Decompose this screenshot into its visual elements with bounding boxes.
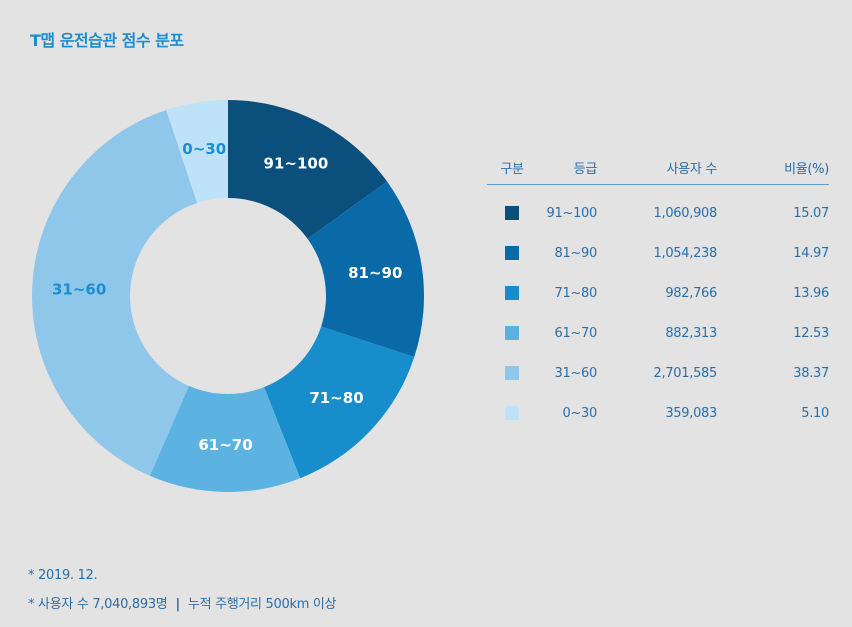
header-category: 구분 <box>487 150 537 185</box>
legend-ratio: 38.37 <box>793 365 829 381</box>
legend-swatch <box>505 406 519 420</box>
footnote-users-total: * 사용자 수 7,040,893명 <box>28 597 168 612</box>
legend-swatch <box>505 326 519 340</box>
donut-label-91-100: 91~100 <box>264 154 329 172</box>
legend-row: 91~100 1,060,908 15.07 <box>487 193 829 233</box>
legend-swatch <box>505 246 519 260</box>
header-users: 사용자 수 <box>597 150 717 185</box>
legend-ratio: 5.10 <box>801 405 829 421</box>
donut-label-0-30: 0~30 <box>182 140 226 158</box>
donut-label-61-70: 61~70 <box>198 436 252 454</box>
donut-chart: 91~100 81~90 71~80 61~70 31~60 0~30 <box>31 100 425 492</box>
legend-grade: 0~30 <box>562 405 597 421</box>
footnote-separator: | <box>175 597 180 612</box>
donut-slice-81-90 <box>307 181 425 358</box>
legend-users: 982,766 <box>665 285 717 301</box>
legend-row: 0~30 359,083 5.10 <box>487 393 829 433</box>
donut-label-31-60: 31~60 <box>52 280 106 298</box>
legend-table: 구분 등급 사용자 수 비율(%) 91~100 1,060,908 15.07 81… <box>487 150 829 433</box>
legend-users: 882,313 <box>665 325 717 341</box>
donut-label-71-80: 71~80 <box>309 389 363 407</box>
legend-grade: 31~60 <box>554 365 598 381</box>
legend-header-row: 구분 등급 사용자 수 비율(%) <box>487 150 829 185</box>
legend-row: 31~60 2,701,585 38.37 <box>487 353 829 393</box>
legend-body: 91~100 1,060,908 15.07 81~90 1,054,238 14.97 7… <box>487 185 829 434</box>
legend-row: 71~80 982,766 13.96 <box>487 273 829 313</box>
chart-title: T맵 운전습관 점수 분포 <box>30 31 184 50</box>
legend-row: 81~90 1,054,238 14.97 <box>487 233 829 273</box>
legend-users: 359,083 <box>665 405 717 421</box>
legend-grade: 91~100 <box>546 205 598 221</box>
donut-slices <box>31 100 425 492</box>
legend-row: 61~70 882,313 12.53 <box>487 313 829 353</box>
footnote-users: * 사용자 수 7,040,893명 | 누적 주행거리 500km 이상 <box>28 593 337 612</box>
legend-ratio: 13.96 <box>793 285 829 301</box>
legend-ratio: 14.97 <box>793 245 829 261</box>
footnote-criteria: 누적 주행거리 500km 이상 <box>187 597 337 612</box>
donut-labels: 91~100 81~90 71~80 61~70 31~60 0~30 <box>52 140 402 454</box>
legend-swatch <box>505 206 519 220</box>
legend-swatch <box>505 286 519 300</box>
legend-ratio: 15.07 <box>793 205 829 221</box>
legend-grade: 71~80 <box>554 285 598 301</box>
legend-grade: 81~90 <box>554 245 598 261</box>
donut-slice-0-30 <box>166 100 228 203</box>
donut-slice-71-80 <box>264 326 415 479</box>
donut-slice-91-100 <box>228 100 388 239</box>
legend-swatch <box>505 366 519 380</box>
donut-slice-61-70 <box>149 385 301 492</box>
legend-users: 2,701,585 <box>653 365 718 381</box>
legend-users: 1,054,238 <box>653 245 718 261</box>
legend-users: 1,060,908 <box>653 205 718 221</box>
footnote-date: * 2019. 12. <box>28 568 98 583</box>
header-grade: 등급 <box>537 150 597 185</box>
donut-slice-31-60 <box>31 109 198 476</box>
header-ratio: 비율(%) <box>717 150 829 185</box>
donut-label-81-90: 81~90 <box>348 264 402 282</box>
legend-ratio: 12.53 <box>793 325 829 341</box>
legend-grade: 61~70 <box>554 325 598 341</box>
